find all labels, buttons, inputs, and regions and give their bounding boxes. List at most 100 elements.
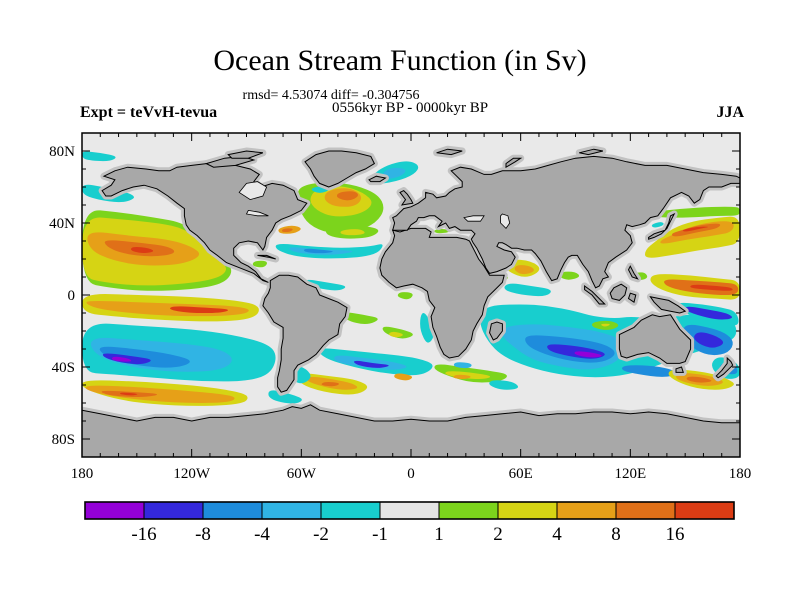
land-new-guinea <box>649 296 687 314</box>
colorbar-label: -16 <box>131 524 156 545</box>
land-japan <box>648 212 676 240</box>
colorbar-label: 4 <box>552 524 562 545</box>
colorbar-segment <box>84 501 145 520</box>
anomaly-satl-sky <box>334 355 407 370</box>
anomaly-guinea-green <box>397 292 413 300</box>
y-tick-label: 40N <box>49 216 75 232</box>
land-sumatra <box>584 285 606 305</box>
land-arctic-archipelago-1 <box>204 155 256 168</box>
land-borneo <box>609 283 628 301</box>
land-new-zealand <box>715 356 734 379</box>
colorbar-label: -8 <box>195 524 211 545</box>
land-sulawesi <box>627 292 637 304</box>
land-cuba <box>257 254 276 260</box>
map-land <box>82 145 740 457</box>
anomaly-agulhas-sky <box>453 362 472 369</box>
anomaly-gulf-stream-red <box>281 228 293 232</box>
colorbar-segment <box>497 501 558 520</box>
plot-title: Ocean Stream Function (in Sv) <box>213 44 587 77</box>
colorbar-segment <box>438 501 499 520</box>
lake-great-lakes <box>245 209 269 217</box>
lake-black-sea <box>463 215 485 222</box>
anomaly-seaus-dark-orange <box>686 376 712 383</box>
anomaly-sp-purple <box>112 356 132 362</box>
colorbar-label: 16 <box>666 524 685 545</box>
land-antarctica <box>82 404 740 457</box>
anomaly-angola-yellow <box>388 331 403 338</box>
y-tick-label: 40S <box>52 360 75 376</box>
lake-hudson-bay <box>238 181 268 201</box>
anomaly-bengal-green <box>559 271 580 280</box>
land-south-america <box>262 274 348 393</box>
anomaly-kuroshio-red <box>682 226 708 232</box>
anomaly-natl-dark-orange <box>336 191 358 201</box>
colorbar: -16 -8 -4 -2 -1 1 2 4 8 16 <box>84 501 735 545</box>
colorbar-label: -1 <box>372 524 388 545</box>
anomaly-midatl-yellow <box>340 229 365 236</box>
x-tick-label: 120E <box>614 466 646 482</box>
anomaly-wpac-red <box>690 284 733 291</box>
anomaly-eqp-red <box>170 306 229 313</box>
anomaly-benguela-cyan <box>420 313 434 343</box>
anomaly-arctic-cyan <box>82 151 116 162</box>
y-tick-label: 0 <box>68 288 76 304</box>
lake-caspian-sea <box>500 213 511 230</box>
anomaly-guyana-cyan <box>303 279 346 291</box>
colorbar-border <box>84 501 735 520</box>
colorbar-segment <box>615 501 676 520</box>
colorbar-label: 2 <box>493 524 503 545</box>
colorbar-segment <box>556 501 617 520</box>
axis-ticks <box>81 133 741 457</box>
x-tick-label: 60E <box>509 466 533 482</box>
colorbar-label: -4 <box>254 524 270 545</box>
anomaly-nind-cyan <box>504 283 551 297</box>
x-tick-label: 120W <box>173 466 211 482</box>
anomaly-nwaus-yellow <box>601 323 610 327</box>
y-tick-label: 80S <box>52 432 75 448</box>
land-philippines <box>627 265 639 280</box>
colorbar-label: 1 <box>434 524 444 545</box>
land-tasmania <box>675 366 684 373</box>
anomaly-natl-sub-blue <box>304 248 333 254</box>
land-iceland <box>368 175 387 183</box>
season-label: JJA <box>716 104 744 121</box>
land-greenland <box>304 150 376 188</box>
anomaly-coral-indigo <box>694 332 724 348</box>
colorbar-label: -2 <box>313 524 329 545</box>
anomaly-sop-red <box>120 392 138 396</box>
land-severnaya-zemlya <box>579 148 604 156</box>
colorbar-segment <box>379 501 440 520</box>
anomaly-soafr-orange <box>453 374 471 379</box>
colorbar-label: 8 <box>611 524 621 545</box>
period-line: 0556kyr BP - 0000kyr BP <box>331 100 489 116</box>
anomaly-japan-sea-cyan <box>651 222 664 228</box>
anomaly-io-purple <box>574 351 602 358</box>
anomaly-sp-blue <box>99 346 190 368</box>
x-tick-label: 180 <box>729 466 752 482</box>
x-tick-label: 0 <box>407 466 415 482</box>
anomaly-sop-orange <box>85 385 235 403</box>
land-svalbard <box>436 148 463 156</box>
land-eurasia <box>392 155 740 289</box>
anomaly-saus-blue <box>622 365 677 377</box>
x-tick-label: 180 <box>71 466 94 482</box>
anomaly-kuroshio-dark-orange <box>671 223 721 237</box>
anomaly-sesa-dark-orange <box>321 382 339 387</box>
y-tick-label: 80N <box>49 144 75 160</box>
land-novaya-zemlya <box>505 157 523 169</box>
colorbar-segment <box>261 501 322 520</box>
anomaly-soind-cyan <box>489 380 519 390</box>
anomaly-np-red <box>130 247 154 253</box>
colorbar-segment <box>202 501 263 520</box>
anomaly-solomon-indigo <box>684 306 732 320</box>
anomaly-satl-indigo <box>354 360 389 368</box>
anomaly-norwegian-sky <box>383 167 406 179</box>
land-africa <box>379 227 505 359</box>
land-arctic-archipelago-2 <box>227 150 264 159</box>
anomaly-arabian-orange <box>514 265 534 275</box>
anomaly-drake-cyan <box>268 390 302 404</box>
anomaly-brazil-green <box>343 312 378 325</box>
anomaly-swatl-orange <box>394 373 413 381</box>
